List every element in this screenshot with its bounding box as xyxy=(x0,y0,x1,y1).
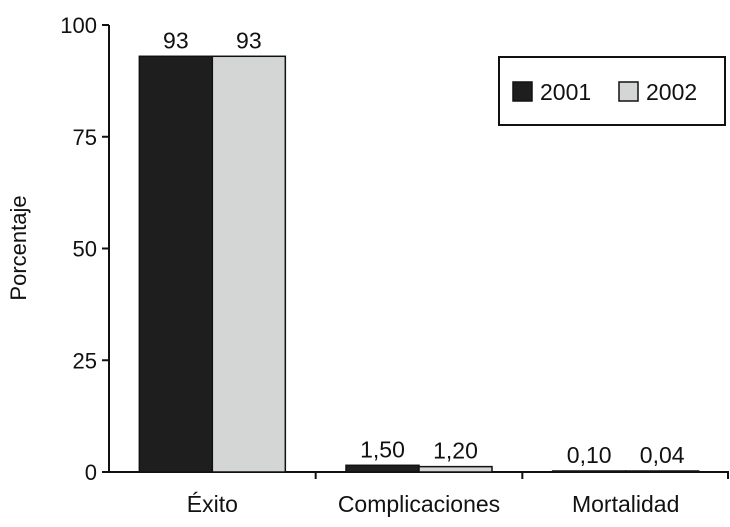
legend-swatch-2002 xyxy=(618,81,639,102)
bar-2002-1 xyxy=(418,465,493,473)
x-tick-label: Mortalidad xyxy=(572,491,679,517)
x-tick-label: Complicaciones xyxy=(338,491,500,517)
legend[interactable]: 2001 2002 xyxy=(498,56,726,126)
data-labels: 93 93 1,50 1,20 0,10 0,04 xyxy=(163,27,685,468)
bar-2001-2 xyxy=(551,470,627,473)
legend-label-2001: 2001 xyxy=(540,79,591,105)
bar-2001-0 xyxy=(138,55,214,473)
data-label: 0,10 xyxy=(567,442,612,468)
bar-2002-0 xyxy=(211,55,287,473)
data-label: 93 xyxy=(236,27,262,53)
bar-2002-2 xyxy=(624,470,700,473)
bar-2001-1 xyxy=(345,464,420,473)
data-label: 1,50 xyxy=(360,436,405,462)
bars xyxy=(138,55,700,473)
y-tick-label: 100 xyxy=(60,13,97,38)
legend-swatch-2001 xyxy=(512,81,533,102)
y-tick-label: 25 xyxy=(73,348,97,373)
data-label: 1,20 xyxy=(433,438,478,464)
y-axis-title: Porcentaje xyxy=(6,195,31,300)
x-tick-label: Éxito xyxy=(187,491,238,517)
y-tick-label: 50 xyxy=(73,237,97,262)
legend-label-2002: 2002 xyxy=(646,79,697,105)
data-label: 0,04 xyxy=(640,442,685,468)
y-tick-label: 0 xyxy=(85,460,97,485)
category-labels: Éxito Complicaciones Mortalidad xyxy=(187,491,680,517)
data-label: 93 xyxy=(163,27,189,53)
y-tick-label: 75 xyxy=(73,125,97,150)
legend-box xyxy=(498,56,726,126)
